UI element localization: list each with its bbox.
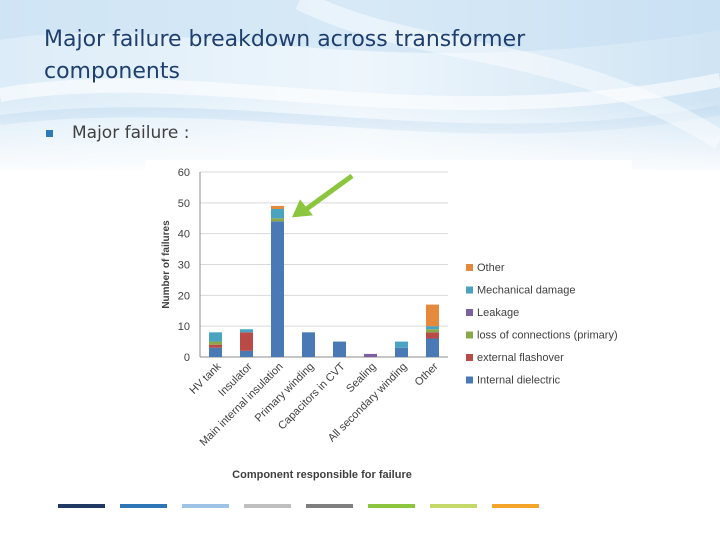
bar-segment	[271, 221, 284, 357]
bar-segment	[240, 329, 253, 333]
legend-label: loss of connections (primary)	[477, 330, 618, 342]
bar-segment	[271, 218, 284, 222]
legend-swatch	[466, 264, 473, 271]
bar-segment	[209, 341, 222, 345]
bar-segment	[426, 304, 439, 327]
bar-segment	[271, 205, 284, 209]
bar-segment	[426, 338, 439, 357]
bar-segment	[240, 332, 253, 351]
legend-label: Mechanical damage	[477, 285, 575, 297]
bar-segment	[209, 347, 222, 357]
bar-segment	[426, 326, 439, 330]
bar-segment	[395, 341, 408, 348]
footer-color-strip	[58, 504, 554, 508]
footer-segment	[492, 504, 539, 508]
bar-segment	[302, 332, 315, 357]
legend-swatch	[466, 331, 473, 339]
bar-segment	[209, 332, 222, 342]
legend-swatch	[466, 309, 473, 316]
legend-label: Other	[477, 262, 505, 274]
bullet-text: Major failure :	[72, 123, 190, 143]
bar-segment	[209, 344, 222, 348]
legend-swatch	[466, 286, 473, 294]
bullet-item: Major failure :	[44, 122, 189, 144]
annotation-arrow	[302, 173, 354, 213]
y-axis-label: Number of failures	[161, 220, 172, 309]
bar-segment	[333, 341, 346, 357]
bar-segment	[395, 347, 408, 357]
y-tick-label: 20	[178, 290, 190, 302]
bar-segment	[426, 329, 439, 333]
y-tick-label: 30	[178, 260, 190, 272]
y-tick-label: 10	[178, 321, 190, 333]
footer-segment	[368, 504, 415, 508]
footer-segment	[244, 504, 291, 508]
footer-segment	[182, 504, 229, 508]
footer-segment	[120, 504, 167, 508]
legend-swatch	[466, 376, 473, 384]
annotation-arrowhead	[292, 199, 313, 218]
legend-label: external flashover	[477, 352, 564, 364]
x-tick-label: Other	[413, 360, 441, 388]
x-axis-label: Component responsible for failure	[232, 469, 412, 481]
y-tick-label: 40	[178, 229, 190, 241]
footer-segment	[306, 504, 353, 508]
legend-swatch	[466, 354, 473, 361]
bar-segment	[364, 353, 377, 357]
y-tick-label: 0	[184, 352, 190, 364]
chart-panel: 0 10 20 30 40 50 60 Number of failures HV tank In…	[146, 160, 632, 485]
y-tick-label: 50	[178, 198, 190, 210]
legend-label: Leakage	[477, 307, 519, 319]
square-bullet-icon	[46, 129, 53, 137]
bar-segment	[426, 332, 439, 339]
bar-segment	[271, 209, 284, 219]
footer-segment	[58, 504, 105, 508]
y-tick-label: 60	[178, 167, 190, 179]
footer-segment	[430, 504, 477, 508]
bar-segment	[240, 350, 253, 357]
legend-label: Internal dielectric	[477, 375, 561, 387]
slide-title: Major failure breakdown across transform…	[44, 27, 526, 84]
